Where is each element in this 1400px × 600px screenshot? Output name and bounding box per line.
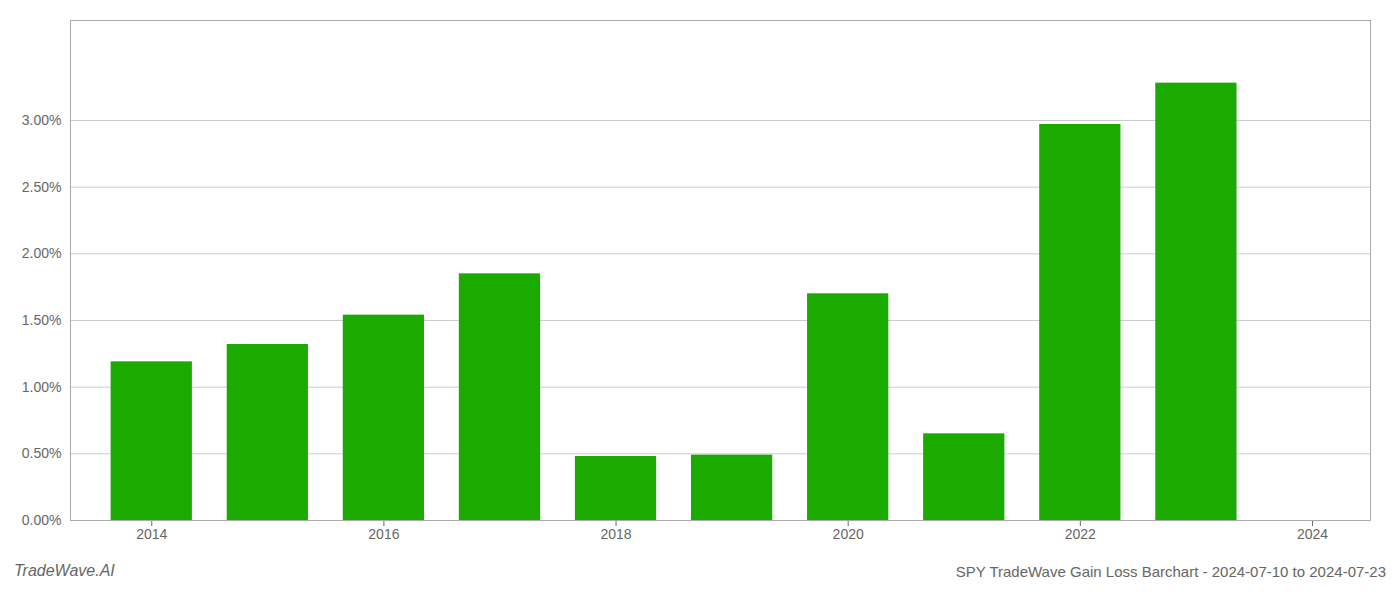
svg-text:1.00%: 1.00% [22, 379, 62, 395]
svg-text:2020: 2020 [833, 526, 864, 542]
html-text:SPY TradeWave Gain Loss Barcha: SPY TradeWave Gain Loss Barchart - 2024-… [955, 563, 1386, 580]
svg-text:0.00%: 0.00% [22, 512, 62, 528]
svg-text:2014: 2014 [136, 526, 167, 542]
svg-text:2.00%: 2.00% [22, 245, 62, 261]
svg-text:2016: 2016 [368, 526, 399, 542]
svg-text:2018: 2018 [600, 526, 631, 542]
svg-text:2024: 2024 [1297, 526, 1328, 542]
html-text:TradeWave.AI: TradeWave.AI [14, 562, 115, 579]
svg-text:3.00%: 3.00% [22, 112, 62, 128]
svg-text:2022: 2022 [1065, 526, 1096, 542]
svg-text:0.50%: 0.50% [22, 445, 62, 461]
svg-text:1.50%: 1.50% [22, 312, 62, 328]
svg-text:2.50%: 2.50% [22, 179, 62, 195]
